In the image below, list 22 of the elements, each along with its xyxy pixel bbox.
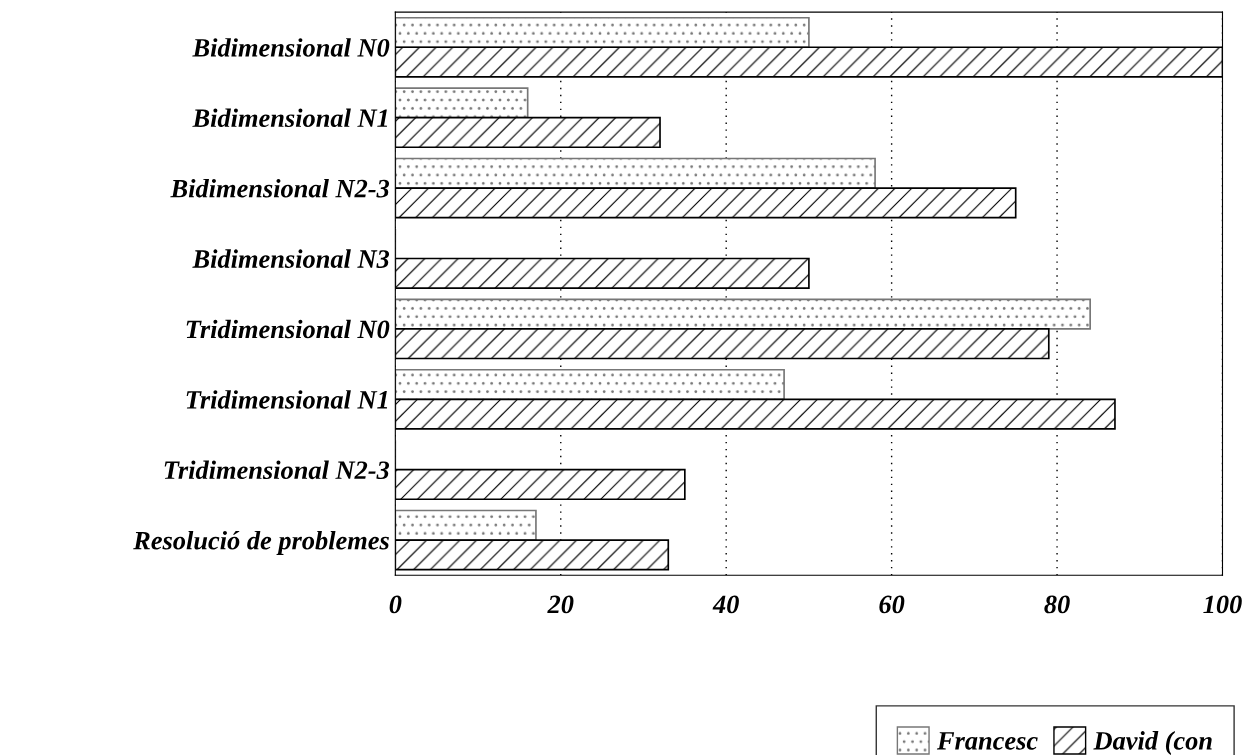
x-tick-label: 20 [547, 595, 574, 614]
y-tick-label: Bidimensional N0 [192, 38, 390, 57]
x-tick-label: 40 [712, 595, 739, 614]
bar [395, 368, 785, 401]
x-tick-label: 0 [389, 595, 402, 614]
y-tick-label: Tridimensional N0 [186, 319, 390, 339]
legend-label: David (con [1093, 731, 1212, 755]
y-tick-label: Resolució de problemes [133, 530, 389, 555]
bar [395, 509, 537, 541]
x-tick-label: 80 [1044, 595, 1070, 614]
bar [395, 87, 529, 119]
x-tick-label: 100 [1203, 595, 1242, 614]
x-tick-label: 60 [879, 595, 905, 614]
y-tick-label: Tridimensional N2-3 [164, 460, 390, 480]
bar [395, 298, 1091, 330]
y-tick-label: Bidimensional N2-3 [170, 178, 390, 198]
legend-label: Francesc [936, 732, 1038, 750]
bar [395, 16, 810, 49]
y-tick-label: Bidimensional N1 [192, 108, 388, 128]
y-tick-label: Tridimensional N1 [186, 390, 388, 409]
bar [395, 157, 876, 189]
y-tick-label: Bidimensional N3 [192, 249, 390, 268]
